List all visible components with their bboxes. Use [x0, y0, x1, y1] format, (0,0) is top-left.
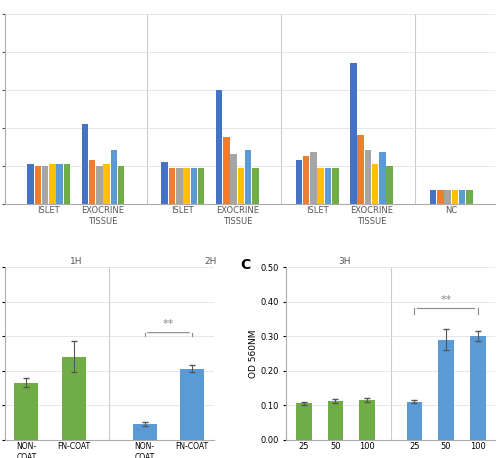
Bar [190, 168, 197, 204]
Bar [62, 357, 86, 440]
Bar [49, 164, 56, 204]
Bar [358, 135, 364, 204]
Bar [470, 336, 486, 440]
Text: 1H: 1H [70, 257, 82, 266]
Bar [386, 166, 393, 204]
Bar [364, 151, 371, 204]
Bar [110, 151, 117, 204]
Bar [180, 369, 204, 440]
Bar [379, 153, 386, 204]
Bar [198, 168, 204, 204]
Text: 3H: 3H [338, 257, 350, 266]
Bar [310, 153, 316, 204]
Bar [437, 191, 444, 204]
Bar [64, 164, 70, 204]
Bar [444, 191, 451, 204]
Text: **: ** [440, 295, 452, 305]
Bar [252, 168, 258, 204]
Bar [118, 166, 124, 204]
Text: 2H: 2H [204, 257, 216, 266]
Bar [176, 168, 182, 204]
Bar [14, 383, 38, 440]
Bar [34, 166, 41, 204]
Bar [466, 191, 472, 204]
Bar [303, 156, 310, 204]
Bar [89, 160, 96, 204]
Bar [56, 164, 63, 204]
Bar [238, 168, 244, 204]
Bar [184, 168, 190, 204]
Bar [359, 400, 375, 440]
Bar [332, 168, 338, 204]
Bar [452, 191, 458, 204]
Bar [438, 339, 454, 440]
Bar [328, 401, 344, 440]
Bar [406, 402, 422, 440]
Bar [318, 168, 324, 204]
Text: C: C [240, 258, 251, 273]
Text: **: ** [163, 319, 174, 329]
Bar [372, 164, 378, 204]
Bar [104, 164, 110, 204]
Bar [96, 166, 102, 204]
Bar [223, 137, 230, 204]
Bar [459, 191, 466, 204]
Bar [245, 151, 252, 204]
Bar [296, 160, 302, 204]
Bar [230, 154, 237, 204]
Bar [133, 424, 156, 440]
Y-axis label: OD 560NM: OD 560NM [248, 329, 258, 377]
Bar [430, 191, 436, 204]
Bar [296, 403, 312, 440]
Bar [350, 63, 356, 204]
Bar [42, 166, 48, 204]
Bar [324, 168, 332, 204]
Bar [28, 164, 34, 204]
Bar [82, 124, 88, 204]
Bar [162, 162, 168, 204]
Bar [168, 168, 175, 204]
Bar [216, 90, 222, 204]
